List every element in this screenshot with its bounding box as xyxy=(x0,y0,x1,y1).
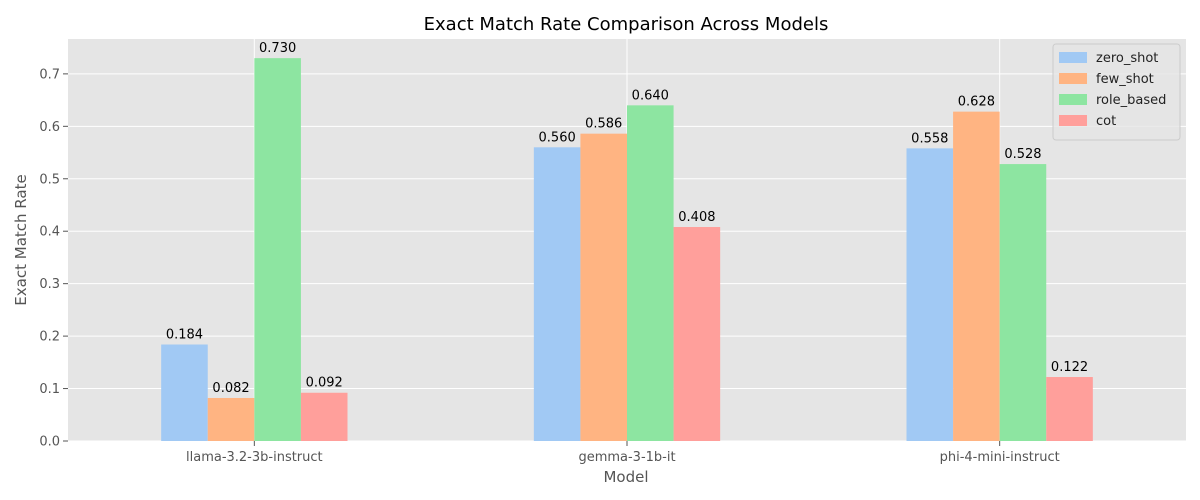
y-axis-title: Exact Match Rate xyxy=(12,174,30,305)
x-axis-title: Model xyxy=(603,468,648,486)
bar-few_shot xyxy=(953,111,1000,441)
data-label-few_shot: 0.082 xyxy=(212,381,249,396)
data-labels: 0.184 0.560 0.558 0.082 0.586 0.628 0.730 0.640… xyxy=(166,41,1088,396)
bar-cot xyxy=(673,227,721,441)
bar-cot xyxy=(1046,377,1093,441)
bar-few_shot xyxy=(580,133,627,442)
y-tick-label: 0.2 xyxy=(39,330,60,345)
legend-label-zero_shot: zero_shot xyxy=(1096,51,1158,66)
x-axis-ticks: llama-3.2-3b-instruct gemma-3-1b-it phi-4-… xyxy=(186,441,1060,465)
x-tick-label: phi-4-mini-instruct xyxy=(940,450,1060,465)
data-label-role_based: 0.640 xyxy=(632,88,669,103)
data-label-zero_shot: 0.560 xyxy=(539,130,576,145)
x-tick-label: gemma-3-1b-it xyxy=(578,450,675,465)
y-tick-label: 0.0 xyxy=(39,435,60,450)
data-label-role_based: 0.528 xyxy=(1004,147,1041,162)
bar-zero_shot xyxy=(906,148,954,442)
y-tick-label: 0.1 xyxy=(39,382,60,397)
y-tick-label: 0.7 xyxy=(39,67,60,82)
bar-cot xyxy=(300,392,348,441)
bar-role_based xyxy=(627,105,674,441)
data-label-few_shot: 0.628 xyxy=(958,95,995,110)
chart-title: Exact Match Rate Comparison Across Model… xyxy=(424,14,829,35)
x-tick-label: llama-3.2-3b-instruct xyxy=(186,450,323,465)
legend-swatch-few_shot xyxy=(1059,73,1087,84)
bars xyxy=(161,58,1093,442)
legend-swatch-role_based xyxy=(1059,94,1087,105)
data-label-few_shot: 0.586 xyxy=(585,117,622,132)
data-label-cot: 0.122 xyxy=(1051,360,1088,375)
y-tick-label: 0.3 xyxy=(39,277,60,292)
bar-zero_shot xyxy=(161,344,208,441)
legend-label-few_shot: few_shot xyxy=(1096,72,1154,87)
data-label-cot: 0.092 xyxy=(306,376,343,391)
legend-swatch-zero_shot xyxy=(1059,52,1087,63)
legend-label-cot: cot xyxy=(1096,114,1116,129)
legend-swatch-cot xyxy=(1059,115,1087,126)
bar-role_based xyxy=(999,164,1047,441)
y-axis-ticks: 0.0 0.1 0.2 0.3 0.4 0.5 0.6 0.7 xyxy=(39,67,68,450)
y-tick-label: 0.4 xyxy=(39,225,60,240)
y-tick-label: 0.6 xyxy=(39,120,60,135)
y-tick-label: 0.5 xyxy=(39,172,60,187)
data-label-zero_shot: 0.558 xyxy=(911,131,948,146)
data-label-role_based: 0.730 xyxy=(259,41,296,56)
legend-label-role_based: role_based xyxy=(1096,93,1166,108)
bar-zero_shot xyxy=(533,147,581,441)
bar-few_shot xyxy=(207,397,255,441)
bar-role_based xyxy=(254,58,301,442)
data-label-zero_shot: 0.184 xyxy=(166,327,203,342)
data-label-cot: 0.408 xyxy=(678,210,715,225)
